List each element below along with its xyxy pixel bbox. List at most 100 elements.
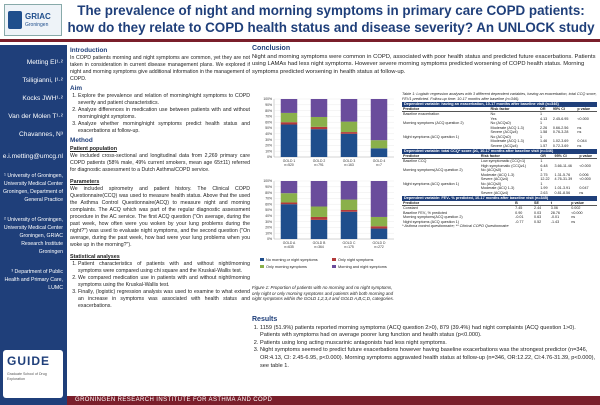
bar-segment (280, 204, 298, 239)
table-cell: Morning symptoms(ACQ question 2) (403, 168, 463, 173)
table-cell: 1.01-3.91 (554, 186, 571, 191)
parameters-text: We included spirometry and patient histo… (70, 186, 250, 248)
figure-caption: Figure 1: Proportion of patients with no… (252, 285, 394, 302)
bar-segment (370, 148, 388, 157)
table-cell: No (ACQ≤0) (480, 181, 502, 186)
table-header-cell: OR (539, 106, 552, 113)
table-cell: Morning symptoms(ACQ question 2) (403, 215, 463, 220)
table-cell: Moderate (ACQ 1-3) (490, 125, 524, 130)
bar-segment (310, 116, 328, 127)
y-tick-label: 30% (265, 138, 272, 142)
method-heading: Method (70, 137, 93, 144)
table-cell: No (490, 112, 496, 117)
table-cell: Severe (ACQ≥4) (490, 130, 518, 135)
table-header-cell: t (549, 200, 571, 207)
author: Van der Molen T¹·² (8, 113, 63, 120)
table-header-cell: OR (539, 153, 554, 160)
results-list: 1159 (51.9%) patients reported morning s… (252, 325, 597, 371)
table-cell: Night symptoms (ACQ question 1) (403, 219, 459, 224)
table-cell: Morning symptoms (ACQ question 2) (403, 121, 464, 126)
author: Kocks JWH¹·² (22, 95, 63, 102)
y-tick-label: 40% (265, 214, 272, 218)
legend-label: Only night symptoms (338, 258, 374, 262)
table-cell: 0.66-2.56 (552, 125, 569, 130)
statistical-analyses-heading: Statistical analyses (70, 254, 120, 260)
table-cell: 1 (540, 159, 543, 164)
bar-segment (280, 193, 298, 203)
author: Tsiligianni, I¹·² (22, 77, 63, 84)
x-tick-label: GOLD D (373, 241, 387, 245)
table-cell: 28.76 (550, 210, 560, 215)
bar-segment (280, 122, 298, 125)
bar-segment (310, 99, 328, 117)
regression-table: Predictor Risk factor OR 95% CI p value Basel… (402, 106, 597, 149)
table-header-cell: SE (533, 200, 550, 207)
x-tick-label: GOLD 3 (343, 159, 356, 163)
intro-heading: Introduction (70, 47, 108, 54)
table-row: Moderate (ACQ 1-3) 2.75 1.31-5.76 0.006 (402, 173, 597, 178)
table-cell: Moderate (ACQ 1-3) (480, 172, 515, 177)
table-cell: 6.48 (540, 163, 548, 168)
table-row: Baseline FEV₁ % predicted 0.90 0.03 28.76 <0… (402, 211, 597, 216)
table-row: Moderate (ACQ 1-3) 1.46 1.02-3.69 0.044 (402, 139, 597, 144)
y-tick-label: 0% (267, 237, 272, 241)
x-tick-label: n=163 (344, 163, 354, 167)
y-tick-label: 0% (267, 155, 272, 159)
table-cell (402, 144, 490, 149)
table-cell: 0.002 (571, 206, 581, 211)
contact-email[interactable]: e.i.metting@umcg.nl (2, 153, 63, 160)
table-row: Severe (ACQ≥4) 2.63 0.81-8.56 ns (402, 191, 597, 196)
table-sections: Dependent variable: having an exacerbati… (402, 102, 597, 229)
table-row: Morning symptoms(ACQ question 2) -0.01 0.6… (402, 215, 597, 220)
legend-swatch (260, 258, 264, 261)
bar-segment (340, 121, 358, 133)
table-cell: 0.03 (534, 210, 542, 215)
table-row: Night symptoms (ACQ question 1) No (ACQ≤0… (402, 182, 597, 187)
table-cell: <0.000 (577, 116, 589, 121)
bar-segment (370, 228, 388, 239)
table-cell: Baseline CCQ (403, 159, 427, 164)
affiliation: ¹ University of Groningen, University Me… (3, 173, 63, 203)
table-header-cell: p value (570, 200, 597, 207)
table-cell: Moderate (ACQ 1-3) (490, 139, 524, 144)
table-cell: -0.01 (515, 215, 524, 220)
table-cell: 4.76-31.39 (554, 177, 573, 182)
table-header-cell: Risk factor (489, 106, 539, 113)
griac-logo-icon (8, 11, 22, 29)
bar-segment (280, 181, 298, 194)
table-cell: 0.90 (515, 210, 523, 215)
table-cell: 1.99 (540, 186, 548, 191)
y-tick-label: 10% (265, 149, 272, 153)
patient-population-text: We included cross-sectional and longitud… (70, 153, 250, 173)
stacked-bar-chart: 0%10%20%30%40%50%60%70%80%90%100%GOLD 1n… (260, 97, 394, 269)
bar-segment (370, 216, 388, 227)
statistics-list: Patient characteristics of patients with… (70, 261, 250, 310)
bar-segment (280, 99, 298, 113)
table-row: Moderate (ACQ 1-3) 1.99 1.01-3.91 0.047 (402, 186, 597, 191)
regression-table: Predictor Risk factor OR 95% CI p value Basel… (402, 153, 597, 196)
results-section: Results 1159 (51.9%) patients reported m… (252, 316, 597, 370)
table-section-title: Dependent variable: FEV₁ % predicted, 10… (402, 196, 597, 201)
table-cell: Yes (490, 116, 497, 121)
table-header-row: Predictor Risk factor OR 95% CI p value (402, 153, 597, 160)
regression-table: Predictor B SE t p value Constant 7.45 2.44 3.06… (402, 200, 597, 225)
author-sidebar: Metting EI¹·² Tsiligianni, I¹·² Kocks JW… (0, 45, 67, 405)
table-cell: 0.72-3.69 (552, 143, 569, 148)
x-tick-label: n=791 (314, 163, 324, 167)
table-cell: 2.63 (540, 190, 548, 195)
bar-segment (370, 181, 388, 217)
bar-segment (340, 133, 358, 157)
table-cell: Severe (ACQ≥4) (480, 190, 509, 195)
table-caption: Table 1: Logistic regression analyses wi… (402, 92, 597, 101)
table-header-cell: 95% CI (553, 153, 579, 160)
results-item: Night symptoms seemed to predict future … (260, 347, 597, 370)
bar-segment (310, 219, 328, 239)
table-cell: Severe (ACQ≥4) (480, 177, 509, 182)
table-header-cell: Risk factor (479, 153, 540, 160)
table-row: Constant 7.45 2.44 3.06 0.002 (402, 206, 597, 211)
table-header-cell: Predictor (402, 153, 480, 160)
bar-segment (340, 210, 358, 212)
patient-population-heading: Patient population (70, 146, 118, 152)
bar-segment (370, 99, 388, 141)
